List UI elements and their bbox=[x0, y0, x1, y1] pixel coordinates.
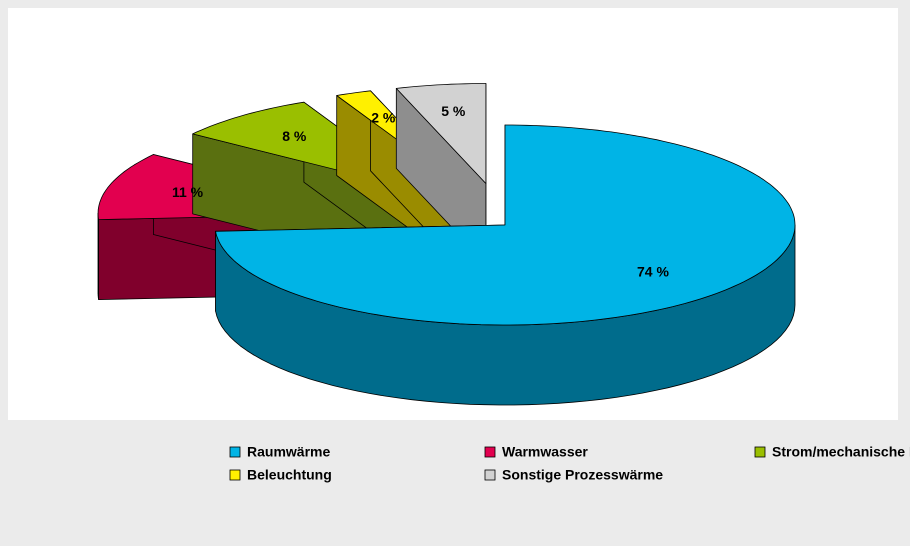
data-label: 2 % bbox=[371, 110, 396, 126]
legend-swatch bbox=[229, 469, 241, 481]
legend-label: Strom/mechanische Energie bbox=[772, 444, 910, 460]
slice bbox=[215, 124, 796, 406]
legend-swatch bbox=[484, 469, 496, 481]
legend-swatch bbox=[754, 446, 766, 458]
legend-label: Beleuchtung bbox=[247, 467, 332, 483]
data-label: 8 % bbox=[282, 128, 307, 144]
slice-wall bbox=[97, 212, 99, 301]
legend-swatch bbox=[229, 446, 241, 458]
data-label: 11 % bbox=[172, 184, 204, 200]
legend-swatch bbox=[484, 446, 496, 458]
legend-label: Sonstige Prozesswärme bbox=[502, 467, 663, 483]
data-label: 5 % bbox=[441, 103, 466, 119]
data-label: 74 % bbox=[637, 264, 669, 280]
slice bbox=[215, 124, 796, 326]
legend-label: Raumwärme bbox=[247, 444, 330, 460]
slice bbox=[395, 83, 487, 184]
legend-label: Warmwasser bbox=[502, 444, 588, 460]
